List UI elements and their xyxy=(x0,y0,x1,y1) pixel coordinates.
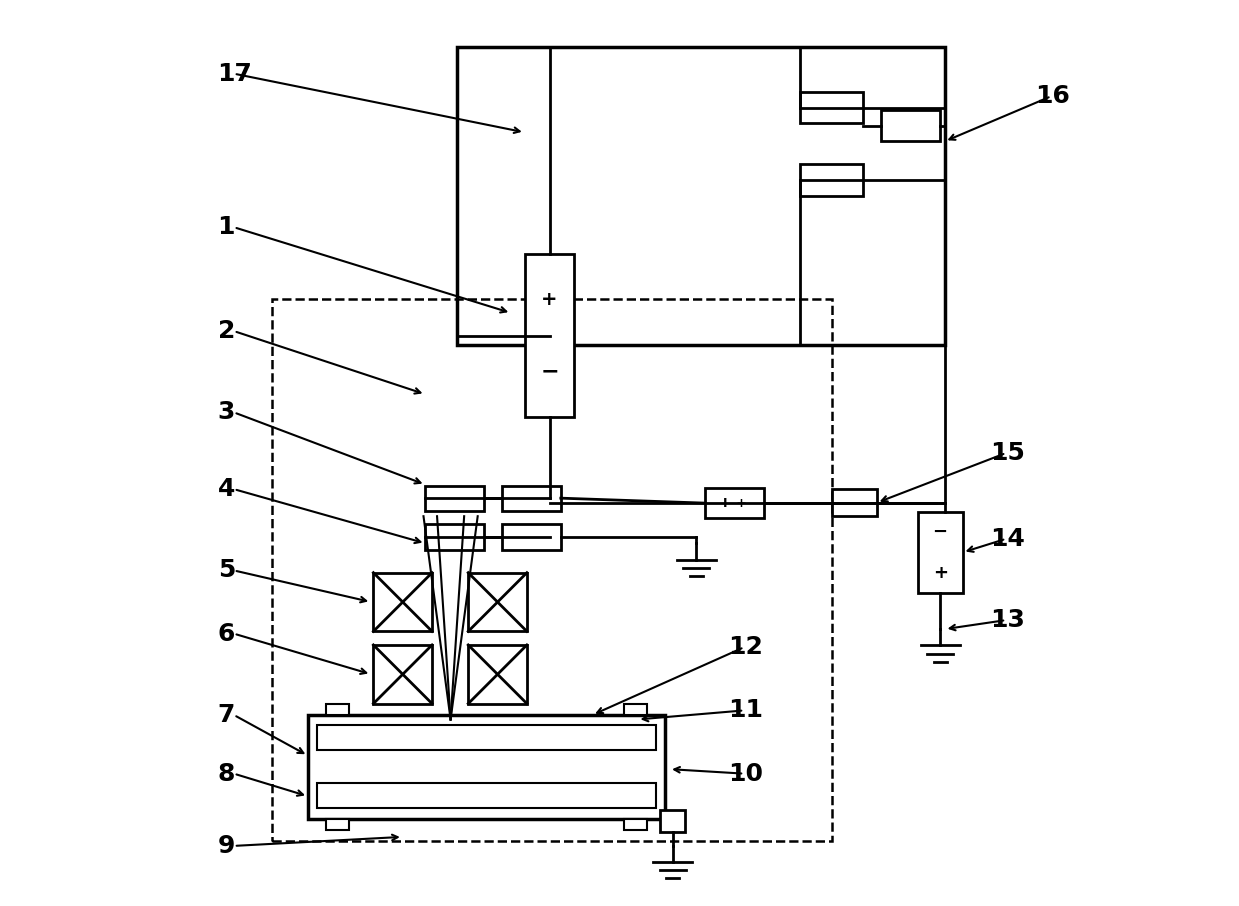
Bar xyxy=(425,525,484,550)
Text: 4: 4 xyxy=(218,477,235,501)
Text: I  +: I + xyxy=(722,496,747,510)
Text: −: − xyxy=(540,361,559,381)
Bar xyxy=(831,489,877,516)
Text: 5: 5 xyxy=(218,558,235,583)
Bar xyxy=(317,783,655,808)
Text: 10: 10 xyxy=(727,762,763,786)
Text: 3: 3 xyxy=(218,400,235,424)
Text: 9: 9 xyxy=(218,834,235,858)
Text: 2: 2 xyxy=(218,319,235,343)
Bar xyxy=(502,486,561,511)
Text: 6: 6 xyxy=(218,622,235,646)
Bar xyxy=(705,488,764,518)
Text: 15: 15 xyxy=(990,441,1025,465)
Bar xyxy=(373,573,432,631)
Bar xyxy=(624,819,647,830)
Text: 13: 13 xyxy=(990,608,1025,632)
Bar xyxy=(800,164,864,196)
Bar xyxy=(468,573,527,631)
Text: 11: 11 xyxy=(727,699,763,722)
Bar xyxy=(317,725,655,750)
Text: 16: 16 xyxy=(1035,84,1069,108)
Text: −: − xyxy=(933,523,948,541)
Text: 7: 7 xyxy=(218,703,235,727)
Text: 12: 12 xyxy=(727,635,763,660)
Bar xyxy=(307,715,664,819)
Bar xyxy=(317,750,655,783)
Text: 1: 1 xyxy=(218,216,235,239)
Bar xyxy=(317,783,655,808)
Text: +: + xyxy=(933,564,948,582)
Bar xyxy=(317,725,655,750)
Bar xyxy=(502,525,561,550)
Bar xyxy=(918,512,963,593)
Text: 14: 14 xyxy=(990,526,1025,551)
Bar xyxy=(271,300,831,842)
Bar xyxy=(425,486,484,511)
Bar xyxy=(326,819,348,830)
Bar xyxy=(468,645,527,704)
Bar xyxy=(326,704,348,715)
Bar xyxy=(881,110,940,141)
Bar xyxy=(800,92,864,123)
Text: +: + xyxy=(541,290,558,309)
Bar xyxy=(524,255,575,417)
Bar xyxy=(373,645,432,704)
Bar xyxy=(624,704,647,715)
Bar xyxy=(660,810,685,833)
Text: 17: 17 xyxy=(218,62,253,86)
Text: 8: 8 xyxy=(218,762,235,786)
Bar xyxy=(457,46,944,344)
